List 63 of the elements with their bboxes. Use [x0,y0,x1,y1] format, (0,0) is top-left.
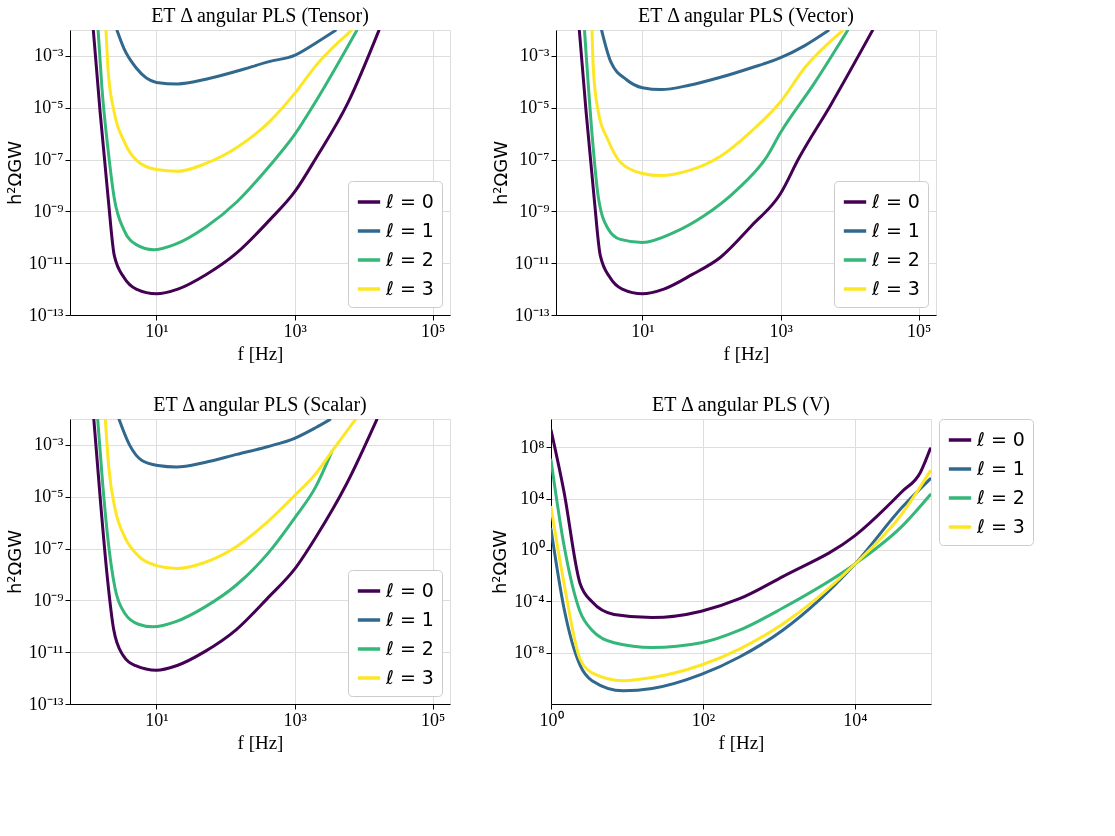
legend-label: ℓ = 1 [385,219,434,241]
legend-label: ℓ = 2 [385,248,434,270]
y-tick-label: 10⁻¹³ [28,693,65,714]
legend-label: ℓ = 2 [871,248,920,270]
x-tick-label: 10⁵ [421,320,446,341]
x-axis-title: f [Hz] [723,342,770,364]
legend-label: ℓ = 1 [976,457,1025,479]
y-tick-label: 10⁻⁷ [519,149,550,170]
chart-title: ET Δ angular PLS (V) [651,392,831,416]
legend-label: ℓ = 0 [871,190,920,212]
y-axis-title: h²ΩGW [3,529,25,595]
y-tick-label: 10⁴ [520,488,545,509]
legend-label: ℓ = 0 [976,428,1025,450]
x-tick-label: 10³ [283,320,308,341]
x-tick-label: 10¹ [631,320,655,341]
chart-title: ET Δ angular PLS (Scalar) [153,393,367,416]
y-tick-label: 10⁰ [520,539,545,560]
y-tick-label: 10⁻¹³ [28,304,65,325]
legend-label: ℓ = 2 [976,486,1025,508]
x-axis-title: f [Hz] [237,342,284,364]
y-tick-label: 10⁻⁷ [33,149,64,170]
chart-title: ET Δ angular PLS (Tensor) [151,4,369,27]
y-tick-label: 10⁻⁹ [519,200,550,221]
y-tick-label: 10⁻⁹ [33,589,64,610]
y-axis-title: h²ΩGW [489,529,511,595]
y-tick-label: 10⁻¹¹ [28,641,64,662]
y-tick-label: 10⁻⁵ [33,486,64,507]
legend-label: ℓ = 3 [976,515,1025,537]
y-tick-label: 10⁻¹¹ [514,252,550,273]
y-tick-label: 10⁻³ [520,45,551,66]
x-tick-label: 10² [691,709,716,730]
y-tick-label: 10⁻⁵ [519,97,550,118]
legend-label: ℓ = 1 [385,608,434,630]
y-tick-label: 10⁻³ [34,434,65,455]
x-tick-label: 10³ [769,320,794,341]
y-tick-label: 10⁸ [520,436,545,457]
legend-label: ℓ = 2 [385,637,434,659]
y-tick-label: 10⁻⁸ [514,642,545,663]
y-tick-label: 10⁻⁵ [33,97,64,118]
legend-label: ℓ = 0 [385,190,434,212]
legend-label: ℓ = 3 [871,277,920,299]
y-tick-label: 10⁻⁷ [33,538,64,559]
x-tick-label: 10⁵ [421,709,446,730]
chart-title: ET Δ angular PLS (Vector) [638,4,854,27]
x-tick-label: 10¹ [145,320,169,341]
legend-label: ℓ = 3 [385,277,434,299]
y-axis-title: h²ΩGW [489,140,511,206]
x-tick-label: 10⁴ [843,709,868,730]
y-tick-label: 10⁻¹³ [514,304,551,325]
legend-label: ℓ = 0 [385,579,434,601]
y-tick-label: 10⁻⁴ [514,590,545,611]
x-tick-label: 10⁰ [539,709,564,730]
x-axis-title: f [Hz] [718,731,765,753]
x-tick-label: 10³ [283,709,308,730]
y-tick-label: 10⁻⁹ [33,200,64,221]
y-axis-title: h²ΩGW [3,140,25,206]
x-tick-label: 10¹ [145,709,169,730]
x-axis-title: f [Hz] [237,731,284,753]
legend-label: ℓ = 1 [871,219,920,241]
y-tick-label: 10⁻¹¹ [28,252,64,273]
y-tick-label: 10⁻³ [34,45,65,66]
legend-label: ℓ = 3 [385,666,434,688]
x-tick-label: 10⁵ [907,320,932,341]
